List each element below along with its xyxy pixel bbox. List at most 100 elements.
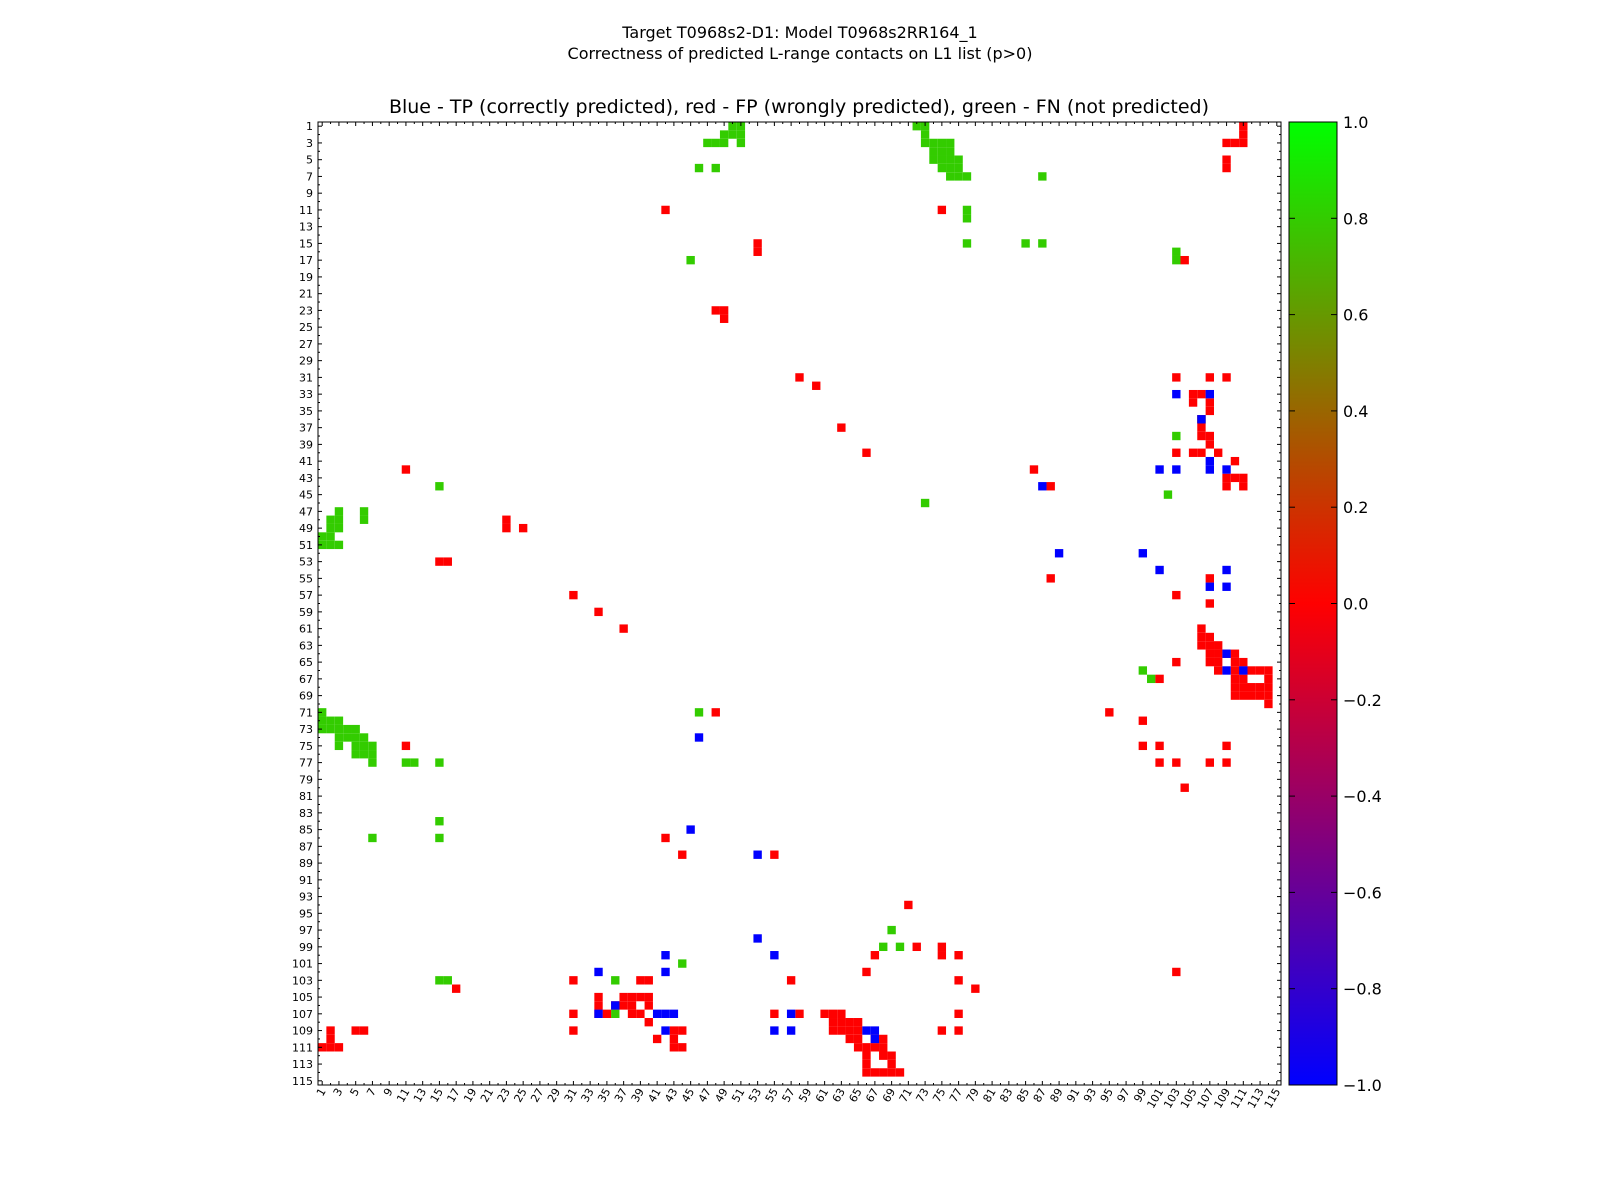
- x-tick-label-53: 53: [746, 1086, 764, 1105]
- cell-fp-103-57: [786, 976, 796, 985]
- cell-fp-48-23: [502, 515, 511, 524]
- cell-fp-66-113: [1255, 666, 1265, 675]
- x-tick-label-77: 77: [947, 1086, 965, 1105]
- cell-fp-88-44: [678, 850, 687, 859]
- cell-fp-66-112: [1247, 666, 1256, 675]
- cell-fn-1-51: [736, 122, 746, 131]
- y-tick-label-23: 23: [299, 304, 313, 317]
- cell-fp-71-48: [711, 708, 720, 717]
- cell-fp-55-107: [1205, 574, 1214, 583]
- cell-fp-114-68: [879, 1068, 888, 1077]
- cell-fn-99-68: [879, 942, 888, 952]
- x-tick-label-87: 87: [1031, 1086, 1049, 1105]
- cell-fp-32-60: [812, 381, 821, 390]
- cell-fp-31-103: [1172, 373, 1181, 382]
- x-tick-label-1: 1: [314, 1086, 329, 1099]
- cell-fp-88-55: [770, 850, 779, 859]
- cell-fp-111-2: [326, 1043, 335, 1052]
- x-tick-label-109: 109: [1211, 1086, 1233, 1111]
- cell-fn-2-51: [736, 130, 746, 139]
- x-tick-label-3: 3: [331, 1086, 346, 1099]
- cell-fp-108-65: [853, 1018, 863, 1027]
- x-tick-label-47: 47: [696, 1086, 714, 1105]
- cell-tp-42-109: [1222, 465, 1231, 474]
- cell-fp-107-39: [636, 1009, 645, 1018]
- x-tick-label-37: 37: [612, 1086, 630, 1105]
- x-tick-label-95: 95: [1098, 1086, 1116, 1105]
- cell-fp-34-105: [1188, 398, 1198, 407]
- cell-fp-38-107: [1205, 431, 1214, 441]
- y-tick-label-83: 83: [299, 807, 313, 820]
- cell-tp-102-42: [661, 967, 670, 977]
- y-tick-label-71: 71: [299, 706, 313, 719]
- cell-fp-113-66: [862, 1059, 871, 1069]
- colorbar-tick-label-5: 0.0: [1343, 595, 1368, 614]
- cell-fn-1-73: [920, 122, 930, 131]
- cell-fp-114-66: [862, 1068, 871, 1077]
- cell-fn-1-72: [912, 122, 921, 131]
- cell-fp-75-99: [1138, 741, 1148, 751]
- x-tick-label-79: 79: [964, 1086, 982, 1105]
- cell-fp-110-2: [326, 1034, 335, 1044]
- cell-fp-68-112: [1247, 683, 1256, 692]
- cell-fp-112-66: [862, 1051, 871, 1060]
- cell-fn-51-2: [326, 540, 335, 550]
- cell-fn-6-46: [694, 163, 704, 173]
- cell-fp-64-107: [1205, 649, 1214, 658]
- cell-fp-42-86: [1029, 465, 1039, 474]
- cell-tp-109-55: [770, 1026, 779, 1035]
- cell-tp-66-109: [1222, 666, 1231, 675]
- cell-fp-105-39: [636, 992, 645, 1002]
- cell-fp-103-31: [569, 976, 578, 985]
- cell-fp-53-16: [443, 557, 452, 566]
- cell-tp-74-46: [694, 733, 704, 742]
- cell-fn-15-87: [1038, 239, 1047, 248]
- cell-fp-100-77: [954, 951, 963, 960]
- cell-tp-107-34: [594, 1009, 603, 1018]
- cell-fp-40-108: [1214, 448, 1223, 457]
- cell-fn-5-74: [929, 155, 938, 164]
- y-tick-label-25: 25: [299, 321, 313, 334]
- x-tick-label-107: 107: [1195, 1086, 1217, 1111]
- y-tick-label-97: 97: [299, 924, 313, 937]
- cell-fp-57-103: [1172, 590, 1181, 600]
- y-tick-label-65: 65: [299, 656, 313, 669]
- cell-fp-15-53: [753, 239, 762, 248]
- cell-fp-31-107: [1205, 373, 1214, 382]
- y-tick-label-85: 85: [299, 824, 313, 837]
- y-tick-label-59: 59: [299, 606, 313, 619]
- cell-fp-65-110: [1230, 657, 1240, 667]
- colorbar-tick-label-10: −1.0: [1343, 1076, 1382, 1095]
- cell-fp-1-111: [1239, 122, 1248, 131]
- x-tick-label-11: 11: [394, 1086, 412, 1105]
- cell-fp-63-106: [1197, 641, 1206, 650]
- cell-fp-109-44: [678, 1026, 687, 1035]
- cell-fn-5-76: [946, 155, 955, 164]
- cell-fp-111-44: [678, 1043, 687, 1052]
- cell-fn-2-49: [719, 130, 729, 139]
- cell-fn-74-4: [343, 733, 352, 742]
- cell-fn-103-36: [611, 976, 620, 985]
- x-tick-label-67: 67: [863, 1086, 881, 1105]
- cell-fp-107-58: [795, 1009, 804, 1018]
- cell-fp-107-31: [569, 1009, 578, 1018]
- y-tick-label-77: 77: [299, 757, 313, 770]
- cell-fp-64-110: [1230, 649, 1240, 658]
- colorbar-tick-label-9: −0.8: [1343, 980, 1382, 999]
- cell-fp-59-34: [594, 607, 603, 617]
- y-tick-label-109: 109: [292, 1025, 313, 1038]
- cell-fp-109-2: [326, 1026, 335, 1035]
- cell-fp-100-67: [870, 951, 880, 960]
- cell-fp-110-64: [845, 1034, 854, 1044]
- x-tick-label-57: 57: [779, 1086, 797, 1105]
- cell-fp-110-65: [853, 1034, 863, 1044]
- x-tick-label-103: 103: [1161, 1086, 1183, 1111]
- y-tick-label-41: 41: [299, 455, 313, 468]
- cell-fp-107-63: [837, 1009, 846, 1018]
- cell-fp-39-107: [1205, 440, 1214, 449]
- cell-fp-55-88: [1046, 574, 1055, 583]
- y-tick-label-49: 49: [299, 522, 313, 535]
- x-tick-label-41: 41: [645, 1086, 663, 1105]
- contact-cells: [318, 122, 1273, 1077]
- cell-fn-45-102: [1163, 490, 1173, 499]
